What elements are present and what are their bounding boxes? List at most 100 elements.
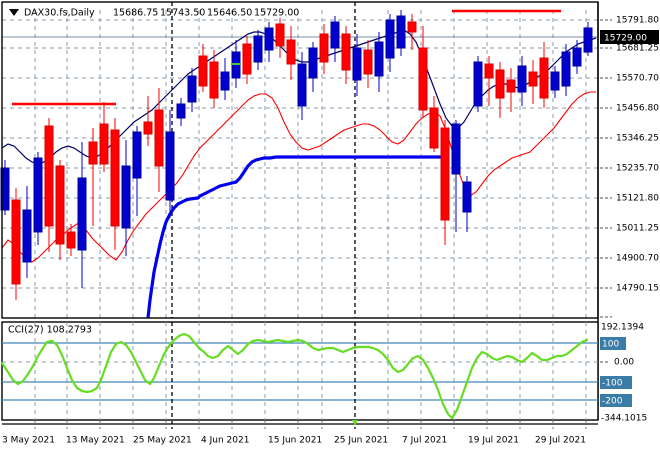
candle[interactable] (495, 62, 505, 118)
date-tick-label: 7 Jul 2021 (402, 436, 447, 446)
price-tick-label: 15235.70 (616, 164, 659, 174)
candle[interactable] (429, 96, 439, 152)
cci-level-100-tag-bg (600, 337, 626, 350)
candle[interactable] (132, 126, 142, 216)
ohlc-low-value: 15646.50 (207, 8, 252, 19)
candle[interactable] (539, 42, 549, 108)
candle[interactable] (297, 52, 307, 120)
candle[interactable] (308, 42, 318, 92)
candle[interactable] (88, 128, 98, 226)
candle[interactable] (451, 120, 461, 232)
date-tick-label: 15 Jun 2021 (268, 436, 322, 446)
candle[interactable] (264, 22, 274, 62)
date-tick-label: 4 Jun 2021 (201, 436, 249, 446)
date-tick-label: 29 Jul 2021 (535, 436, 586, 446)
candle[interactable] (176, 98, 186, 126)
cci-axis[interactable]: 192.1394 100 0.00 -100 -200 -344.1015 (600, 323, 647, 424)
price-tick-label: 14790.15 (616, 284, 659, 294)
candle[interactable] (187, 68, 197, 112)
candle[interactable] (374, 32, 384, 92)
candle[interactable] (11, 188, 21, 300)
candle[interactable] (165, 110, 175, 218)
candle[interactable] (66, 224, 76, 256)
candle[interactable] (341, 26, 351, 84)
ohlc-close-value: 15729.00 (254, 8, 299, 19)
candle[interactable] (385, 14, 395, 72)
price-tick-label: 15681.25 (616, 44, 659, 54)
candle[interactable] (517, 56, 527, 106)
candle[interactable] (286, 26, 296, 80)
cci-level-minus100-label: -100 (602, 379, 623, 389)
candle[interactable] (253, 30, 263, 70)
current-price-tag-bg (600, 30, 659, 44)
cci-indicator-title: CCI(27) 108.2793 (8, 325, 92, 336)
date-tick-label: 25 Jun 2021 (334, 436, 388, 446)
moving-average-slow-line (1, 91, 596, 263)
candle[interactable] (396, 10, 406, 56)
cci-panel[interactable]: CCI(27) 108.2793 (0, 321, 599, 421)
price-tick-label: 15456.80 (616, 104, 659, 114)
date-marker-icon (352, 420, 358, 426)
date-tick-label: 25 May 2021 (133, 436, 192, 446)
price-tick-label: 15346.25 (616, 134, 659, 144)
price-tick-label: 15791.80 (616, 16, 659, 26)
candle[interactable] (440, 120, 450, 245)
cci-level-minus200-tag-bg (600, 394, 632, 407)
candle[interactable] (77, 142, 87, 288)
cci-level-100-label: 100 (602, 340, 619, 350)
cci-panel-border (1, 321, 599, 421)
candle[interactable] (242, 36, 252, 84)
candle[interactable] (506, 68, 516, 112)
price-tick-label: 15121.80 (616, 194, 659, 204)
candle[interactable] (209, 50, 219, 108)
candle[interactable] (22, 186, 32, 278)
candle[interactable] (572, 40, 582, 74)
cci-top-label: 192.1394 (601, 323, 644, 333)
triangle-down-icon[interactable] (9, 9, 19, 16)
candle[interactable] (407, 14, 417, 50)
candle[interactable] (154, 88, 164, 192)
candle[interactable] (473, 56, 483, 112)
ohlc-open-value: 15686.75 (113, 8, 158, 19)
candle[interactable] (561, 44, 571, 96)
candle[interactable] (352, 34, 362, 96)
candle[interactable] (198, 44, 208, 92)
candle[interactable] (330, 16, 340, 62)
candle[interactable] (110, 118, 120, 250)
candle[interactable] (143, 96, 153, 146)
cci-level-minus200-label: -200 (602, 397, 623, 407)
candle[interactable] (55, 160, 65, 260)
cci-vertical-grid (34, 322, 587, 420)
price-tick-label: 15011.25 (616, 224, 659, 234)
candle[interactable] (363, 40, 373, 88)
cci-level-zero-label: 0.00 (614, 358, 634, 368)
candle[interactable] (550, 66, 560, 98)
candle[interactable] (220, 58, 230, 100)
candle[interactable] (583, 22, 593, 56)
candle[interactable] (44, 118, 54, 252)
cci-bottom-label: -344.1015 (601, 414, 647, 424)
current-price-tag-label: 15729.00 (604, 34, 647, 44)
candle[interactable] (418, 26, 428, 118)
candle[interactable] (484, 56, 494, 106)
date-tick-label: 3 May 2021 (2, 436, 55, 446)
candle[interactable] (0, 160, 10, 215)
candle[interactable] (528, 60, 538, 104)
candle[interactable] (462, 176, 472, 232)
candle[interactable] (319, 24, 329, 74)
candle[interactable] (33, 152, 43, 245)
cci-indicator-line[interactable] (0, 332, 589, 420)
cci-level-minus100-tag-bg (600, 376, 632, 389)
price-tick-label: 15570.70 (616, 74, 659, 84)
symbol-timeframe-label: DAX30.fs,Daily (24, 8, 95, 19)
candle[interactable] (99, 102, 109, 172)
date-axis[interactable]: 3 May 2021 13 May 2021 25 May 2021 4 Jun… (2, 421, 598, 446)
ohlc-high-value: 15743.50 (160, 8, 205, 19)
candlestick-series[interactable] (0, 10, 593, 300)
candle[interactable] (121, 140, 131, 256)
date-tick-label: 13 May 2021 (66, 436, 125, 446)
candle[interactable] (275, 18, 285, 58)
price-tick-label: 14900.70 (616, 254, 659, 264)
